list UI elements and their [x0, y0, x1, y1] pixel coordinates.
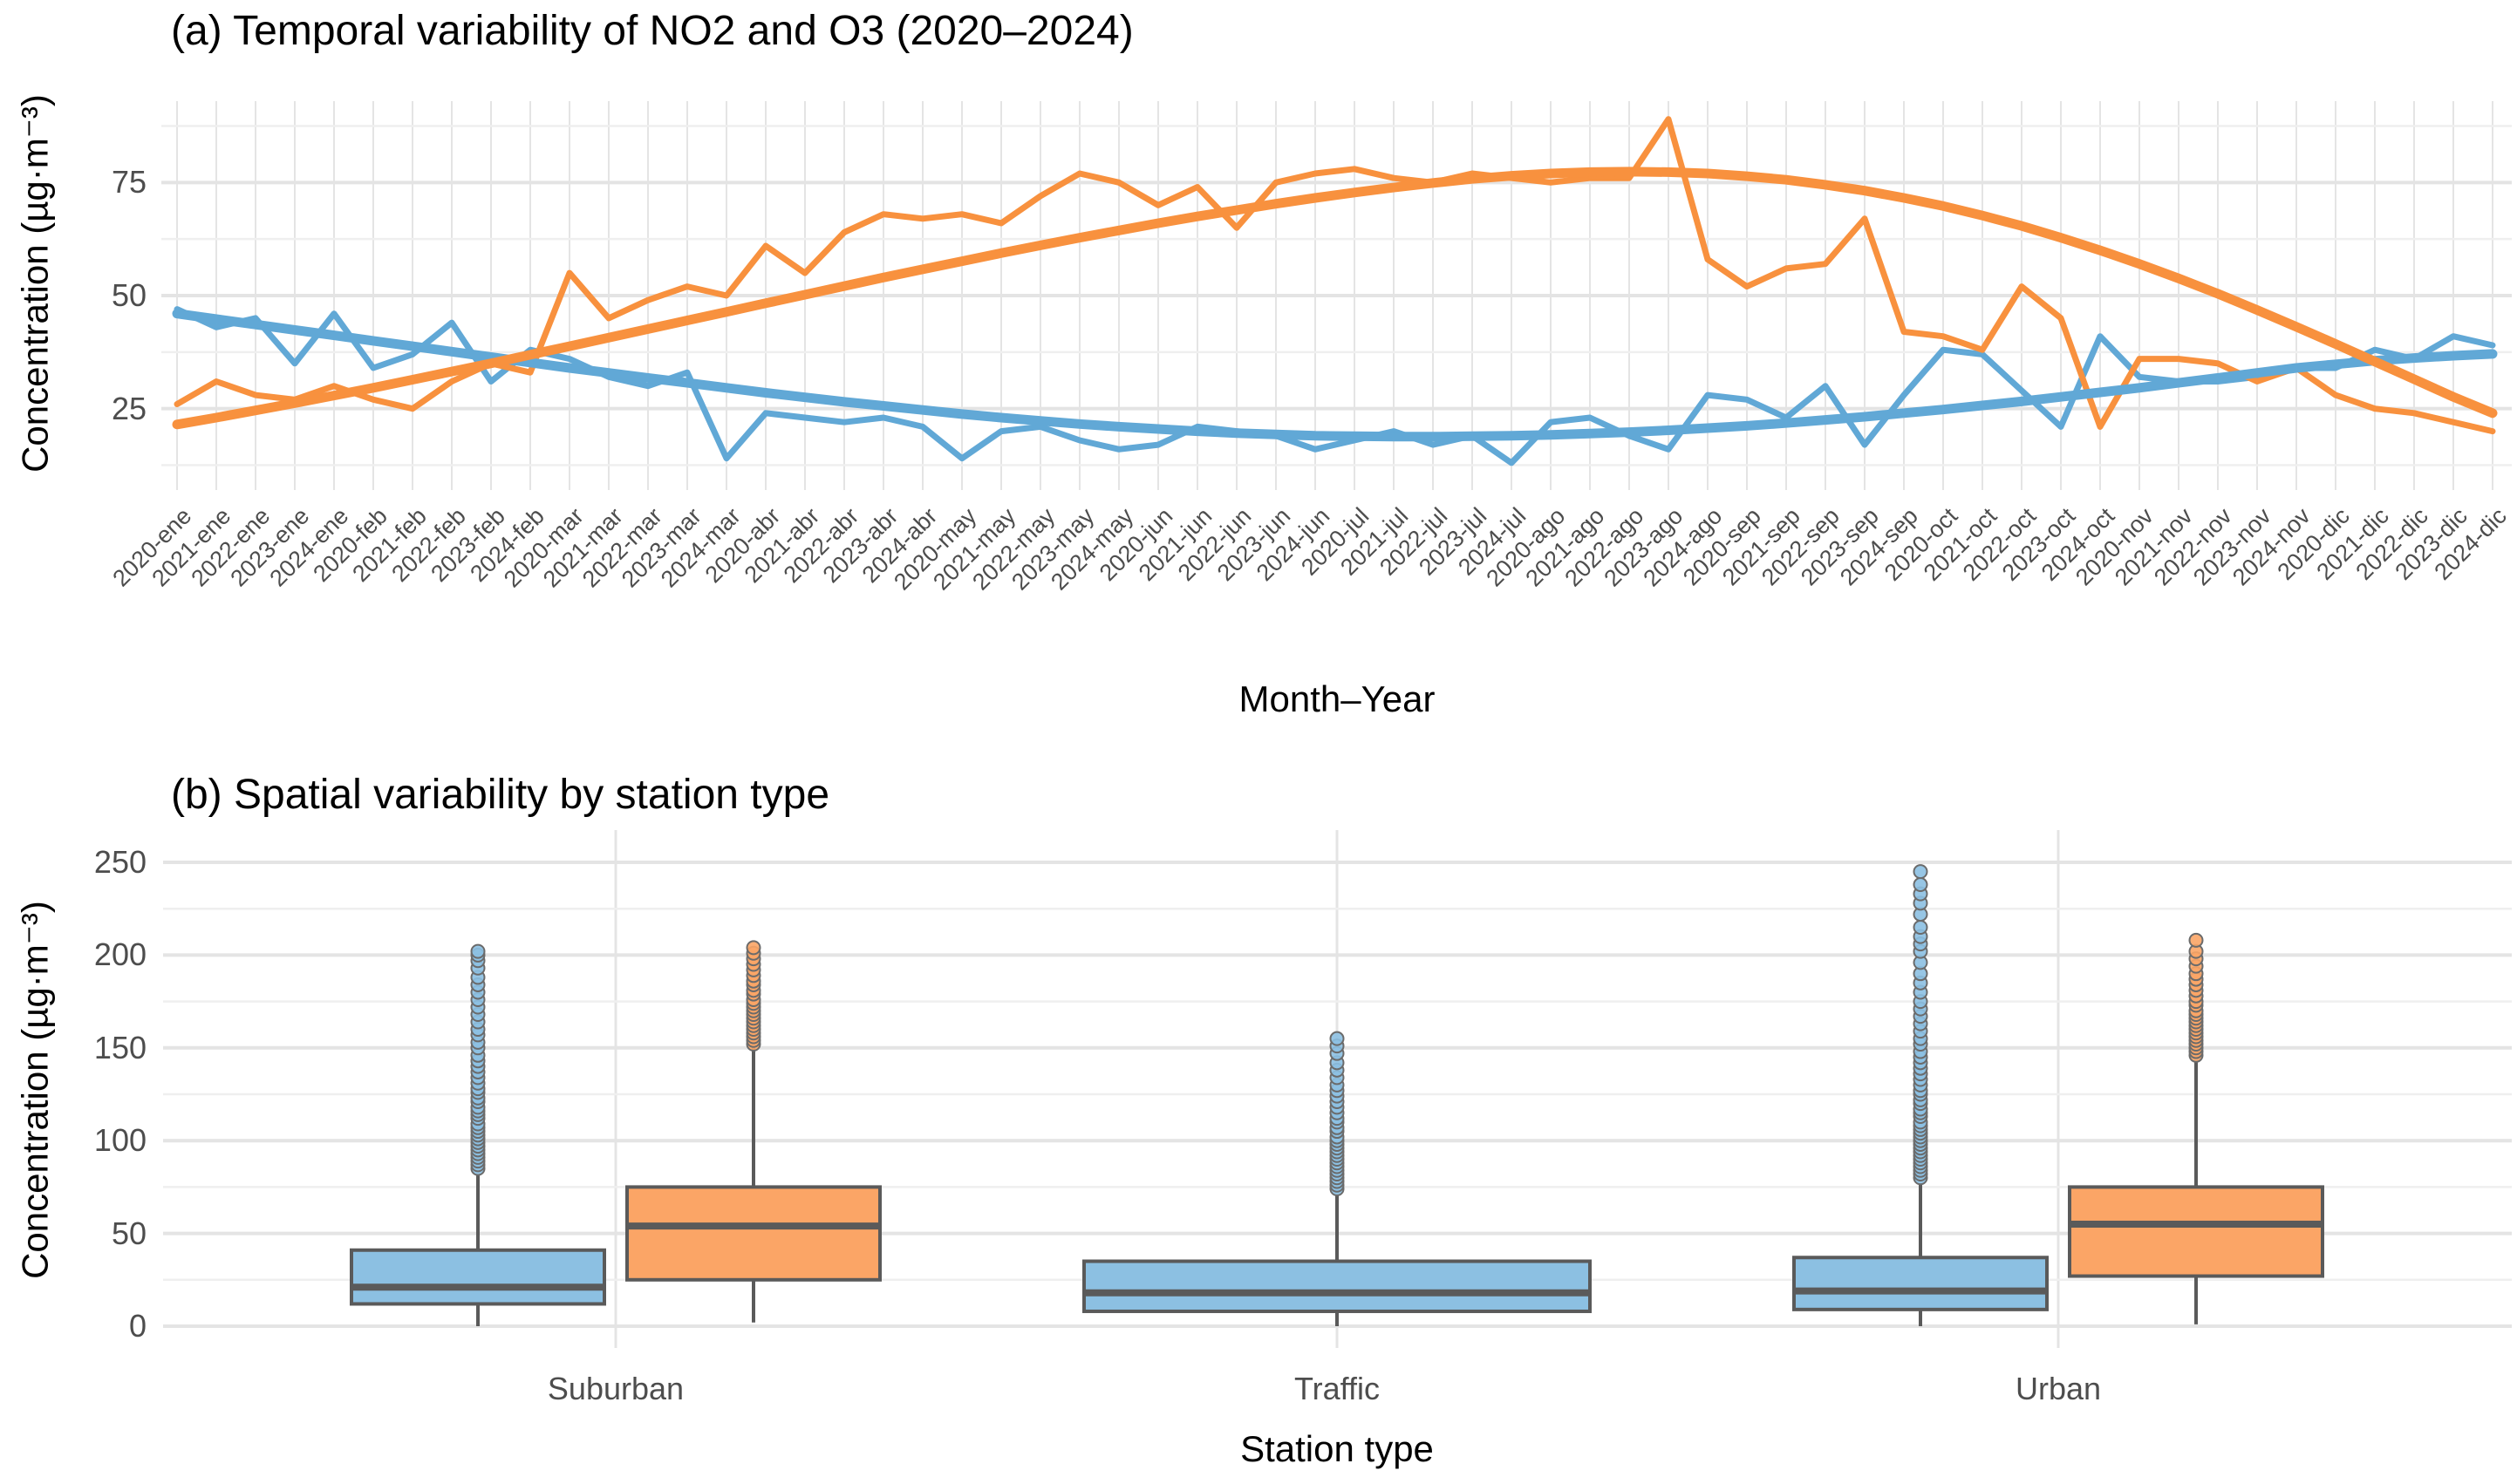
y-tick-label: 200 — [93, 936, 147, 972]
boxplot-box-o3 — [625, 1185, 882, 1282]
panel-a-title: (a) Temporal variability of NO2 and O3 (… — [171, 8, 1134, 54]
y-tick-label: 25 — [111, 391, 147, 426]
boxplot-box-no2 — [1082, 1259, 1592, 1313]
outlier-point — [746, 940, 761, 956]
y-tick-label: 50 — [111, 1215, 147, 1251]
no2-line — [174, 306, 2496, 466]
outlier-point — [1913, 919, 1928, 935]
o3-line — [174, 116, 2496, 435]
boxplot-box-o3 — [2068, 1185, 2324, 1278]
y-tick-label: 150 — [93, 1030, 147, 1065]
outlier-point — [470, 943, 486, 959]
boxplot-box-no2 — [1792, 1256, 2049, 1311]
category-label: Traffic — [1293, 1371, 1380, 1406]
outlier-point — [1329, 1031, 1345, 1046]
o3-trend-line — [172, 167, 2498, 430]
category-label: Suburban — [547, 1371, 685, 1406]
panel-a-x-axis-title: Month–Year — [1238, 678, 1436, 719]
y-tick-label: 75 — [111, 164, 147, 200]
outlier-point — [1913, 877, 1928, 893]
no2-trend-line — [172, 309, 2498, 442]
y-tick-label: 100 — [93, 1122, 147, 1158]
y-tick-label: 250 — [93, 844, 147, 880]
category-label: Urban — [2015, 1371, 2102, 1406]
outlier-point — [1913, 864, 1928, 880]
boxplot-box-no2 — [350, 1248, 606, 1306]
y-tick-label: 50 — [111, 277, 147, 313]
outlier-point — [2188, 932, 2204, 948]
panel-b-x-axis-title: Station type — [1240, 1428, 1434, 1469]
y-tick-label: 0 — [128, 1308, 147, 1344]
panel-b-title: (b) Spatial variability by station type — [171, 772, 830, 818]
